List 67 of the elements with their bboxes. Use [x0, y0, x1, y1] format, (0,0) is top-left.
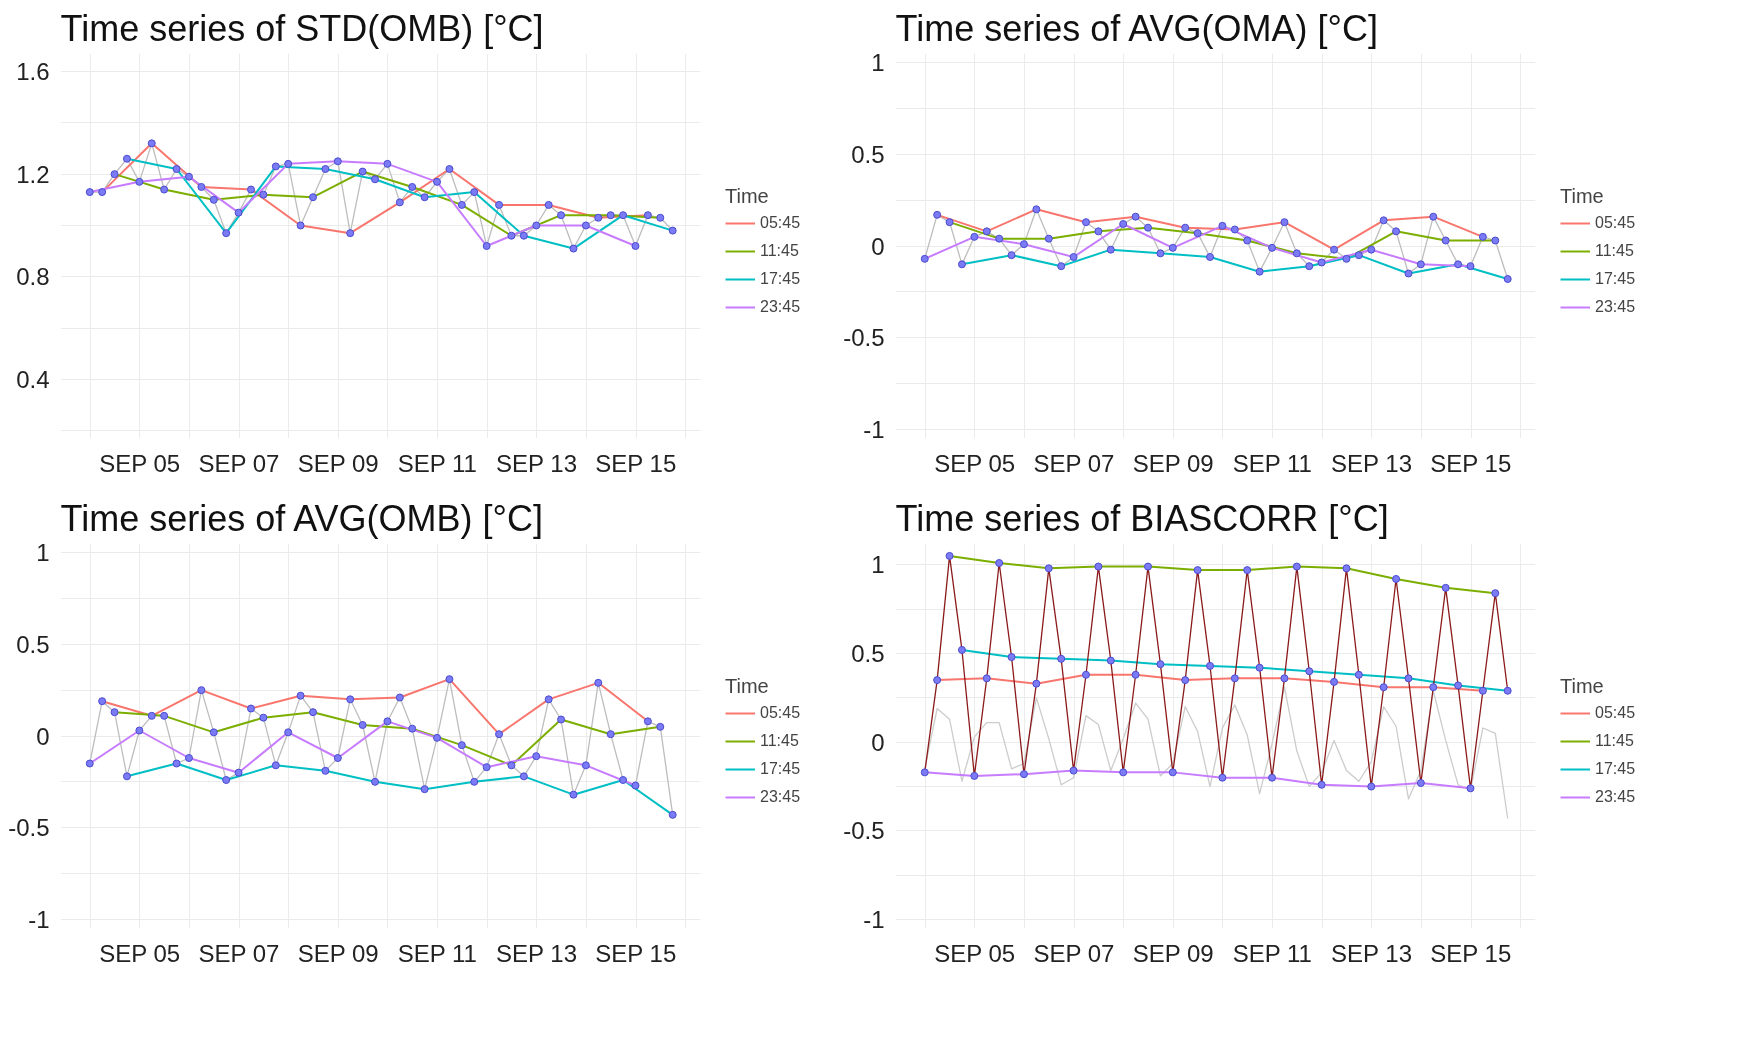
x-tick-label: SEP 07: [1033, 939, 1115, 967]
legend-label: 11:45: [760, 732, 799, 750]
x-tick-label: SEP 11: [397, 939, 477, 967]
y-tick-label: 1: [36, 539, 50, 567]
chart-title: Time series of STD(OMB) [°C]: [60, 7, 544, 49]
x-tick-label: SEP 15: [595, 939, 677, 967]
legend-title: Time: [1560, 185, 1605, 208]
legend-label: 05:45: [1595, 704, 1636, 722]
legend-label: 05:45: [1595, 214, 1636, 232]
chart-title: Time series of BIASCORR [°C]: [895, 497, 1389, 539]
x-tick-label: SEP 13: [496, 449, 578, 477]
y-tick-label: -1: [863, 415, 885, 443]
legend-label: 23:45: [760, 788, 801, 806]
x-tick-label: SEP 09: [1132, 939, 1214, 967]
y-tick-label: 0: [36, 722, 50, 750]
y-tick-label: 1: [871, 49, 885, 77]
x-tick-label: SEP 11: [1232, 449, 1312, 477]
legend-label: 11:45: [760, 242, 799, 260]
y-tick-label: 0.4: [16, 365, 50, 393]
legend-label: 17:45: [1595, 760, 1636, 778]
x-tick-label: SEP 09: [297, 449, 379, 477]
chart-title: Time series of AVG(OMB) [°C]: [60, 497, 543, 539]
y-tick-label: 0.8: [16, 263, 50, 291]
y-tick-label: 0.5: [851, 640, 885, 667]
y-tick-label: -0.5: [843, 817, 885, 845]
x-tick-label: SEP 05: [99, 449, 181, 477]
x-tick-label: SEP 05: [934, 939, 1016, 967]
x-tick-label: SEP 07: [198, 939, 280, 967]
y-tick-label: -1: [28, 905, 50, 933]
legend-label: 17:45: [1595, 270, 1636, 288]
x-tick-label: SEP 07: [1033, 449, 1115, 477]
legend-label: 17:45: [760, 270, 801, 288]
x-tick-label: SEP 11: [397, 449, 477, 477]
y-tick-label: -1: [863, 906, 885, 934]
x-tick-label: SEP 15: [595, 449, 677, 477]
legend-label: 23:45: [1595, 298, 1636, 316]
y-tick-label: -0.5: [8, 814, 50, 842]
x-tick-label: SEP 07: [198, 449, 280, 477]
y-tick-label: 0: [871, 232, 885, 260]
y-tick-label: 0: [871, 728, 885, 756]
x-tick-label: SEP 13: [1331, 449, 1413, 477]
x-tick-label: SEP 15: [1430, 449, 1512, 477]
legend-label: 05:45: [760, 214, 801, 232]
chart-title: Time series of AVG(OMA) [°C]: [895, 7, 1378, 49]
x-tick-label: SEP 15: [1430, 939, 1512, 967]
x-tick-label: SEP 13: [1331, 939, 1413, 967]
legend-label: 23:45: [760, 298, 801, 316]
legend-title: Time: [725, 185, 770, 208]
legend-title: Time: [725, 675, 770, 698]
legend-label: 11:45: [1595, 242, 1634, 260]
x-tick-label: SEP 09: [297, 939, 379, 967]
legend-label: 05:45: [760, 704, 801, 722]
y-tick-label: 1.6: [16, 57, 50, 85]
x-tick-label: SEP 05: [99, 939, 181, 967]
x-tick-label: SEP 05: [934, 449, 1016, 477]
legend-label: 17:45: [760, 760, 801, 778]
legend-label: 23:45: [1595, 788, 1636, 806]
legend-label: 11:45: [1595, 732, 1634, 750]
y-tick-label: 1: [871, 551, 885, 579]
y-tick-label: 0.5: [16, 630, 50, 658]
y-tick-label: 1.2: [16, 160, 50, 188]
y-tick-label: -0.5: [843, 324, 885, 352]
y-tick-label: 0.5: [851, 140, 885, 168]
x-tick-label: SEP 13: [496, 939, 578, 967]
legend-title: Time: [1560, 675, 1605, 698]
x-tick-label: SEP 11: [1232, 939, 1312, 967]
x-tick-label: SEP 09: [1132, 449, 1214, 477]
